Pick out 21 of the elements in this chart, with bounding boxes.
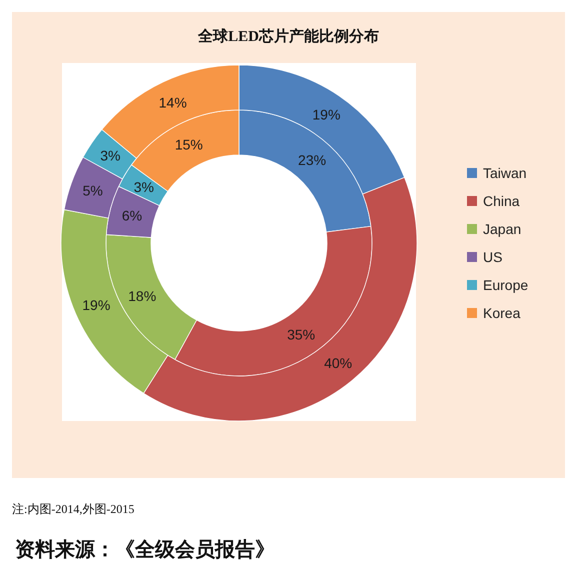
annotation: 资料来源：《全级会员报告》 bbox=[15, 539, 275, 561]
data-label: 23% bbox=[298, 152, 326, 168]
data-label: 3% bbox=[134, 178, 154, 195]
data-label: 6% bbox=[122, 208, 142, 224]
legend-label: Europe bbox=[483, 277, 528, 293]
data-label: 40% bbox=[324, 354, 352, 371]
legend-label: Japan bbox=[483, 221, 522, 237]
title: 全球LED芯片产能比例分布 bbox=[198, 29, 379, 45]
data-label: 18% bbox=[128, 288, 156, 304]
data-label: 5% bbox=[82, 182, 103, 198]
legend-label: Taiwan bbox=[483, 165, 527, 181]
legend-label: US bbox=[483, 249, 502, 265]
data-label: 14% bbox=[158, 94, 187, 110]
data-label: 3% bbox=[100, 148, 120, 164]
data-label: 19% bbox=[82, 296, 110, 313]
legend-label: China bbox=[483, 193, 520, 209]
legend-label: Korea bbox=[483, 305, 520, 321]
annotation: 注:内图-2014,外图-2015 bbox=[12, 502, 134, 516]
data-label: 19% bbox=[312, 106, 340, 122]
data-label: 15% bbox=[174, 136, 203, 153]
data-label: 35% bbox=[287, 326, 316, 342]
